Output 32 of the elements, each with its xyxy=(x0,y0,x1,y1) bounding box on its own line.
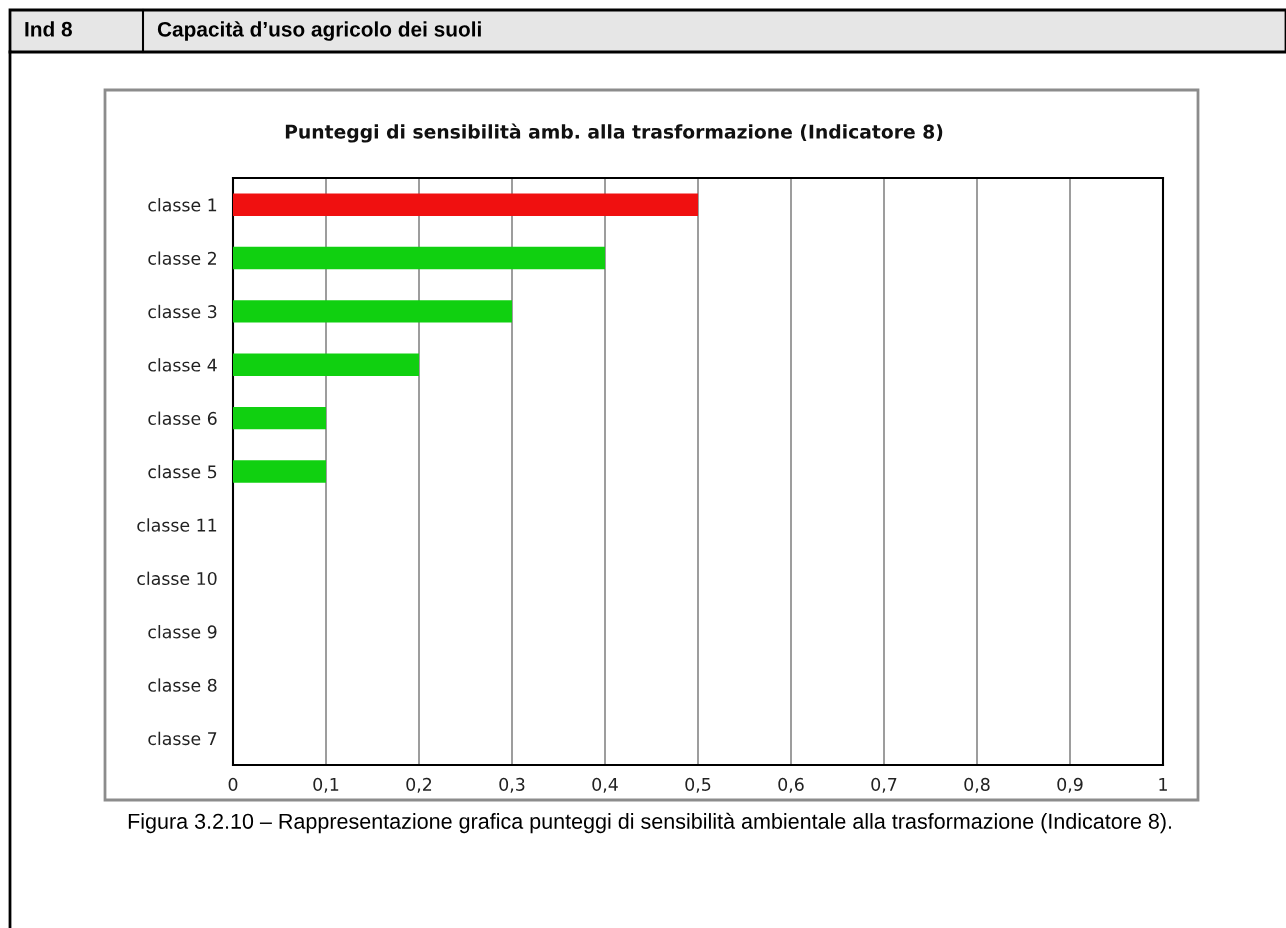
bar xyxy=(233,353,419,376)
x-tick-label: 0,3 xyxy=(499,777,525,793)
y-tick-label: classe 4 xyxy=(148,358,217,372)
y-tick-label: classe 1 xyxy=(148,198,217,212)
x-tick-label: 0,4 xyxy=(592,777,618,793)
y-tick-label: classe 11 xyxy=(137,518,217,532)
y-tick-label: classe 5 xyxy=(148,464,217,479)
y-tick-label: classe 7 xyxy=(148,731,217,746)
y-tick-label: classe 9 xyxy=(148,625,217,639)
bar xyxy=(233,246,605,270)
text: Ind 8 xyxy=(25,21,72,37)
x-tick-label: 0,5 xyxy=(685,777,711,793)
bar xyxy=(233,300,512,323)
y-tick-label: classe 2 xyxy=(148,251,216,265)
x-tick-label: 0 xyxy=(228,777,238,791)
x-tick-label: 0,9 xyxy=(1057,777,1083,793)
bar xyxy=(233,406,326,430)
y-tick-label: classe 6 xyxy=(148,411,217,425)
bar xyxy=(233,460,326,483)
chart-title: Punteggi di sensibilità amb. alla trasformazione (Indicatore 8) xyxy=(285,123,943,143)
bar xyxy=(233,193,698,216)
text: Figura 3.2.10 – Rappresentazione grafica punteggi di sensibilità ambientale alla trasformazione (Indicatore 8). xyxy=(128,812,1172,834)
text: Capacità d’uso agricolo dei suoli xyxy=(157,21,481,41)
y-tick-label: classe 10 xyxy=(137,571,217,586)
x-tick-label: 0,2 xyxy=(406,777,432,793)
x-tick-label: 0,6 xyxy=(778,777,804,793)
y-tick-label: classe 8 xyxy=(148,678,217,692)
x-tick-label: 1 xyxy=(1159,778,1167,791)
x-tick-label: 0,7 xyxy=(871,777,897,793)
x-tick-label: 0,1 xyxy=(313,777,339,793)
y-tick-label: classe 3 xyxy=(148,304,217,319)
x-tick-label: 0,8 xyxy=(964,777,990,793)
